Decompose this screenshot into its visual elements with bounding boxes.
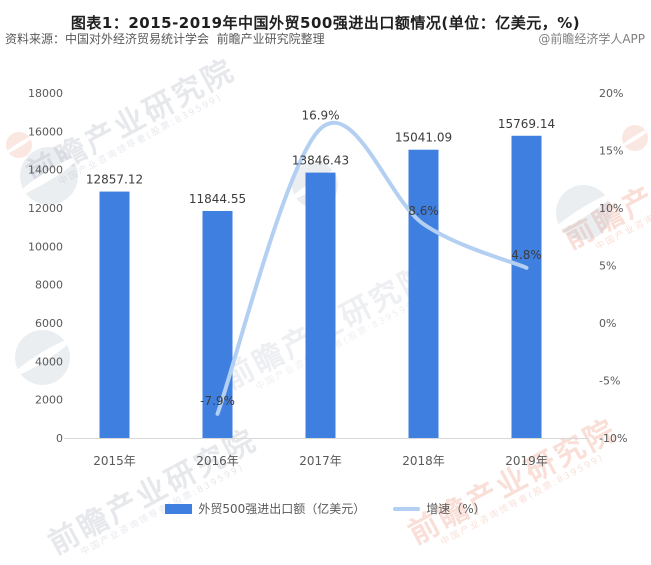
left-axis-tick-label: 2000: [35, 394, 63, 407]
bar-value-label: 12857.12: [86, 173, 143, 187]
left-axis-tick-label: 0: [56, 432, 63, 445]
left-axis-tick-label: 16000: [28, 125, 63, 138]
right-axis-tick-label: 15%: [599, 145, 623, 158]
bar-2019年: [511, 135, 542, 438]
right-axis-tick-label: -10%: [599, 432, 627, 445]
data-source-text: 资料来源：中国对外经济贸易统计学会 前瞻产业研究院整理: [5, 32, 325, 46]
bar-2015年: [99, 191, 130, 438]
combo-chart: 0 2000 4000 6000 8000 10000 12000 14000 16000 180…: [28, 87, 627, 468]
bar-value-label: 15041.09: [395, 131, 452, 145]
x-axis-category-label: 2016年: [196, 454, 239, 468]
left-axis-tick-label: 18000: [28, 87, 63, 100]
x-axis-category-label: 2018年: [402, 454, 445, 468]
line-value-label: 8.6%: [408, 204, 439, 218]
line-value-label: -7.9%: [200, 394, 235, 408]
credit-text: @前瞻经济学人APP: [538, 32, 645, 46]
bar-2017年: [305, 172, 336, 438]
bar-2016年: [202, 210, 233, 438]
right-axis-tick-label: -5%: [599, 375, 620, 388]
legend-bar-label: 外贸500强进出口额（亿美元）: [198, 502, 366, 516]
chart-legend: 外贸500强进出口额（亿美元） 增速（%）: [0, 500, 651, 517]
left-axis-tick-label: 10000: [28, 240, 63, 253]
left-axis-tick-label: 4000: [35, 355, 63, 368]
line-value-label: 16.9%: [301, 109, 339, 123]
bar-2018年: [408, 149, 439, 438]
left-axis-tick-label: 6000: [35, 317, 63, 330]
x-axis-category-label: 2019年: [505, 454, 548, 468]
right-axis-tick-label: 5%: [599, 260, 616, 273]
legend-item-bar: 外贸500强进出口额（亿美元）: [165, 500, 365, 517]
left-axis-tick-label: 8000: [35, 279, 63, 292]
right-axis-tick-label: 10%: [599, 202, 623, 215]
right-axis-tick-label: 0%: [599, 317, 616, 330]
x-axis-category-label: 2017年: [299, 454, 342, 468]
line-value-label: 4.8%: [511, 248, 542, 262]
x-axis-category-label: 2015年: [93, 454, 136, 468]
bar-series-swatch-icon: [165, 503, 193, 514]
chart-title: 图表1：2015-2019年中国外贸500强进出口额情况(单位：亿美元，%): [70, 14, 581, 32]
line-series-swatch-icon: [393, 506, 421, 511]
left-axis-tick-label: 14000: [28, 164, 63, 177]
left-axis-tick-label: 12000: [28, 202, 63, 215]
chart-footer: 资料来源：中国对外经济贸易统计学会 前瞻产业研究院整理 @前瞻经济学人APP: [0, 30, 651, 47]
legend-line-label: 增速（%）: [426, 502, 486, 516]
legend-item-line: 增速（%）: [393, 500, 486, 517]
bar-value-label: 15769.14: [498, 117, 555, 131]
bar-value-label: 13846.43: [292, 154, 349, 168]
growth-rate-line: [215, 120, 529, 416]
right-axis-tick-label: 20%: [599, 87, 623, 100]
bar-value-label: 11844.55: [189, 192, 246, 206]
